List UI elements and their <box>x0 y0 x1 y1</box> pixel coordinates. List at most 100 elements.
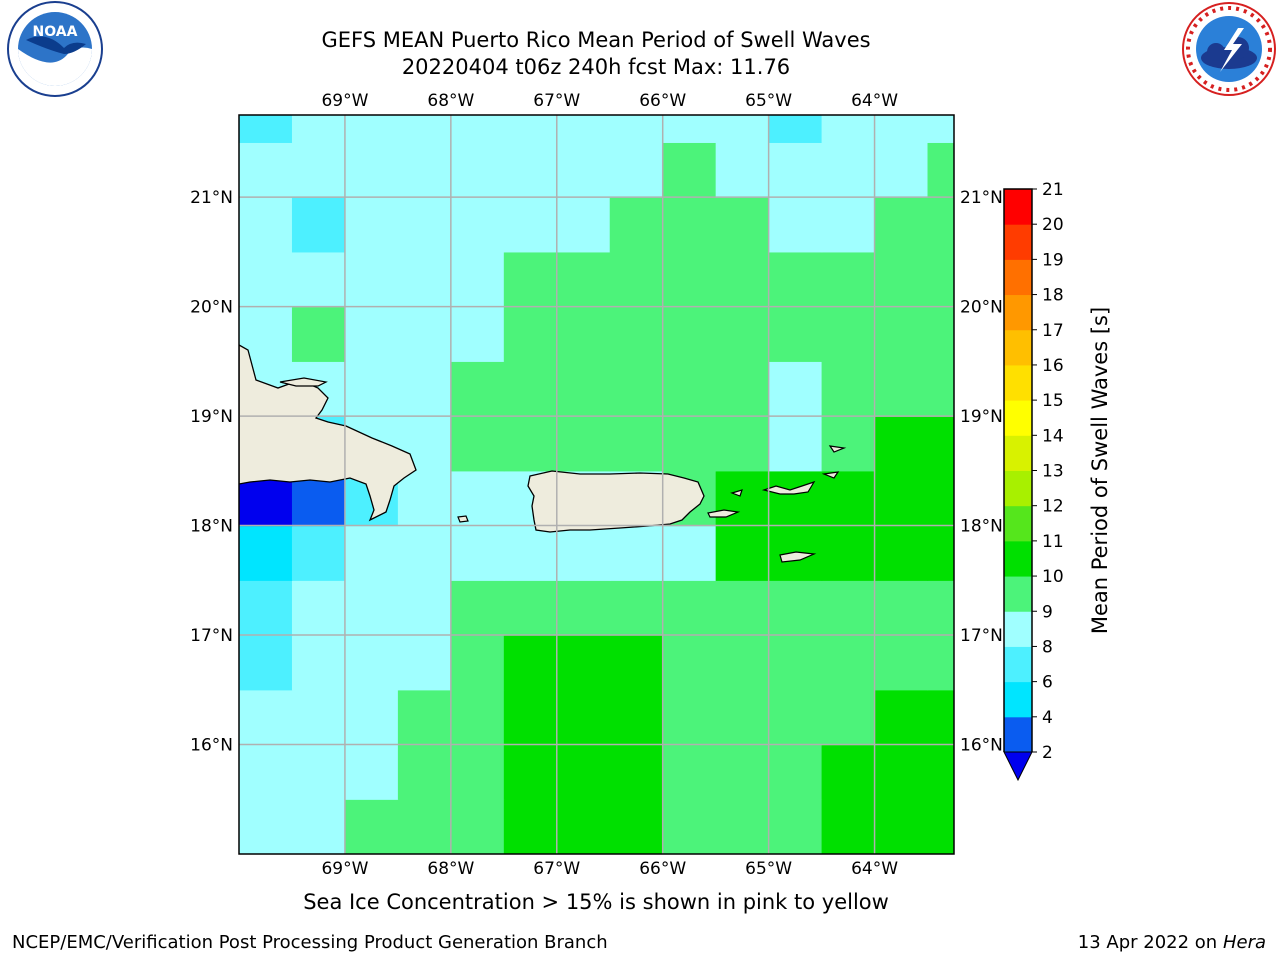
colorbar-segment <box>1004 259 1032 296</box>
field-cell <box>821 470 876 527</box>
field-cell <box>291 525 346 581</box>
field-cell <box>450 361 505 417</box>
lon-tick-label-top: 68°W <box>427 91 474 111</box>
field-cell <box>344 251 399 308</box>
field-cell <box>344 744 399 800</box>
field-cell <box>344 361 399 417</box>
field-cell <box>927 416 954 472</box>
field-cell <box>662 306 717 362</box>
field-cell <box>503 744 558 800</box>
lat-tick-label-right: 21°N <box>960 188 1003 208</box>
colorbar-segment <box>1004 224 1032 260</box>
field-cell <box>715 744 770 800</box>
field-cell <box>927 197 954 253</box>
field-cell <box>450 115 505 143</box>
field-cell <box>874 306 929 362</box>
lat-tick-label-left: 19°N <box>190 407 233 427</box>
field-cell <box>450 416 505 472</box>
saint-martin-land <box>828 445 847 453</box>
field-cell <box>503 197 558 253</box>
field-cell <box>821 635 876 691</box>
field-cell <box>397 689 452 746</box>
field-cell <box>503 635 558 691</box>
field-cell <box>397 635 452 691</box>
field-cell <box>927 635 954 691</box>
field-cell <box>397 744 452 800</box>
field-cell <box>450 580 505 636</box>
lat-tick-label-left: 20°N <box>190 298 233 318</box>
field-cell <box>344 115 399 143</box>
sea-ice-caption: Sea Ice Concentration > 15% is shown in … <box>303 890 889 914</box>
field-cell <box>239 142 293 198</box>
field-cell <box>397 525 452 581</box>
colorbar-segment <box>1004 294 1032 331</box>
culebra-land <box>730 489 743 497</box>
field-cell <box>503 689 558 746</box>
field-cell <box>662 251 717 308</box>
field-cell <box>821 416 876 472</box>
field-cell <box>715 197 770 253</box>
field-cell <box>503 142 558 198</box>
field-cell <box>609 635 664 691</box>
colorbar-tick-label: 8 <box>1042 637 1053 657</box>
colorbar-segment <box>1004 435 1032 471</box>
field-cell <box>397 142 452 198</box>
lon-tick-label-bottom: 69°W <box>321 859 368 879</box>
colorbar-tick-label: 19 <box>1042 250 1064 270</box>
field-cell <box>397 251 452 308</box>
colorbar-tick-label: 6 <box>1042 673 1053 693</box>
field-cell <box>450 142 505 198</box>
map-frame <box>238 114 955 855</box>
field-cell <box>927 142 954 198</box>
field-cell <box>715 689 770 746</box>
field-cell <box>927 799 954 854</box>
field-cell <box>397 197 452 253</box>
field-cell <box>450 525 505 581</box>
lon-tick-label-top: 69°W <box>321 91 368 111</box>
field-cell <box>874 251 929 308</box>
field-cell <box>450 251 505 308</box>
mona-island-land <box>457 515 469 523</box>
field-cell <box>768 580 823 636</box>
field-cell <box>927 115 954 143</box>
field-cell <box>609 525 664 581</box>
field-cell <box>927 306 954 362</box>
field-cell <box>556 689 611 746</box>
field-cell <box>715 470 770 527</box>
field-cell <box>768 306 823 362</box>
field-cell <box>450 799 505 854</box>
field-cell <box>874 635 929 691</box>
field-cell <box>927 689 954 746</box>
field-cell <box>291 744 346 800</box>
field-cell <box>556 306 611 362</box>
chart-title: GEFS MEAN Puerto Rico Mean Period of Swe… <box>321 28 871 52</box>
field-cell <box>821 689 876 746</box>
field-cell <box>715 251 770 308</box>
field-cell <box>239 251 293 308</box>
colorbar-tick-label: 2 <box>1042 743 1053 763</box>
colorbar-segment <box>1004 576 1032 612</box>
colorbar-segment <box>1004 716 1032 753</box>
field-cell <box>397 306 452 362</box>
colorbar-tick-label: 9 <box>1042 602 1053 622</box>
lon-tick-label-top: 65°W <box>745 91 792 111</box>
field-cell <box>821 580 876 636</box>
field-cell <box>874 799 929 854</box>
field-cell <box>927 744 954 800</box>
anegada-land <box>821 471 840 479</box>
field-cell <box>556 251 611 308</box>
field-cell <box>291 115 346 143</box>
field-cell <box>874 580 929 636</box>
colorbar-tick-label: 21 <box>1042 180 1064 200</box>
colorbar-tick-label: 15 <box>1042 391 1064 411</box>
field-cell <box>927 525 954 581</box>
colorbar-tick-label: 20 <box>1042 215 1064 235</box>
field-cell <box>503 251 558 308</box>
lat-tick-label-left: 18°N <box>190 517 233 537</box>
colorbar-label: Mean Period of Swell Waves [s] <box>1088 307 1112 634</box>
field-cell <box>397 361 452 417</box>
field-cell <box>450 635 505 691</box>
field-cell <box>503 580 558 636</box>
puerto-rico-land <box>527 470 705 533</box>
